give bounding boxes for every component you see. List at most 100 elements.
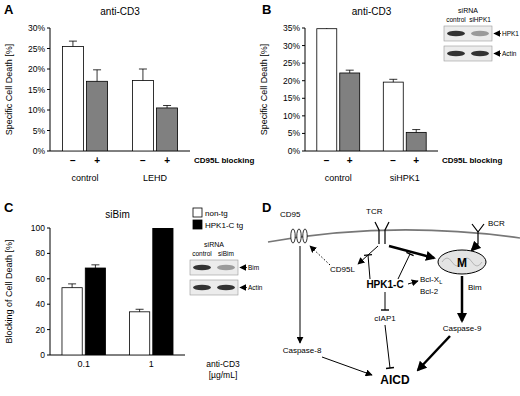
series-label: − — [70, 155, 76, 166]
panel-letter: B — [262, 2, 271, 17]
node-label: M — [457, 256, 467, 270]
bar — [340, 73, 360, 151]
y-tick — [302, 133, 305, 134]
y-tick — [47, 355, 50, 356]
error-bar — [68, 284, 76, 288]
y-tick — [302, 63, 305, 64]
y-tick — [47, 48, 50, 49]
arrow — [358, 246, 378, 264]
bar — [62, 288, 82, 355]
error-bar — [163, 105, 171, 107]
error-cap — [139, 69, 147, 70]
band-arrow — [494, 33, 501, 34]
series-label: + — [347, 155, 353, 166]
node-label: BCR — [488, 219, 505, 228]
y-tick — [47, 228, 50, 229]
error-cap — [68, 283, 76, 284]
error-line — [72, 284, 73, 288]
y-tick — [47, 329, 50, 330]
node-text: TCR — [366, 207, 383, 216]
blot — [444, 46, 492, 61]
node-text: cIAP1 — [374, 314, 396, 323]
error-bar — [93, 70, 101, 81]
series-label: + — [413, 155, 419, 166]
x-label: [µg/mL] — [209, 370, 238, 380]
inset-title: siRNA — [204, 241, 224, 248]
arrow — [300, 246, 301, 343]
inhibition-bar — [381, 309, 389, 310]
receptor-cd95 — [291, 229, 295, 243]
panel-0: Aanti-CD30%5%10%15%20%25%30%Specific Cel… — [4, 2, 254, 183]
y-tick-label: 0 — [40, 350, 45, 360]
inset: siRNAcontrolsiBimBimActin — [190, 241, 263, 295]
y-tick — [47, 89, 50, 90]
series-label: − — [324, 155, 330, 166]
y-tick — [47, 69, 50, 70]
y-tick — [302, 115, 305, 116]
receptor-bcr — [472, 224, 484, 244]
y-tick-label: 25% — [283, 58, 300, 68]
lane-label: siHPK1 — [469, 16, 491, 23]
node-subscript: L — [439, 279, 442, 285]
panel-letter: A — [4, 2, 14, 17]
node-label: CD95L — [330, 265, 355, 274]
node-text: Caspase-9 — [443, 324, 482, 333]
inset: siRNAcontrolsiHPK1HPK1Actin — [444, 7, 519, 61]
y-tick-label: 15% — [283, 93, 300, 103]
node-text: Bcl-X — [420, 275, 440, 284]
x-tick-label: control — [325, 173, 352, 183]
y-tick — [302, 80, 305, 81]
lane-label: siBim — [218, 250, 234, 257]
band — [447, 51, 465, 57]
inhibition-line — [368, 255, 370, 279]
error-cap — [93, 69, 101, 70]
node-label: AICD — [380, 373, 410, 387]
y-tick-label: 5% — [288, 128, 301, 138]
error-cap — [136, 309, 144, 310]
y-tick — [302, 28, 305, 29]
annotation: CD95L blocking — [194, 156, 254, 165]
y-tick-label: 25% — [28, 44, 45, 54]
error-cap — [163, 105, 171, 106]
band-label: Actin — [502, 50, 517, 57]
y-tick — [302, 45, 305, 46]
band — [447, 31, 465, 37]
y-tick-label: 20% — [283, 76, 300, 86]
inhibition-bar — [406, 252, 413, 255]
arrow — [389, 246, 434, 258]
bar — [383, 82, 403, 151]
arrow — [461, 276, 464, 321]
error-bar — [91, 265, 99, 268]
band-arrow — [240, 267, 247, 268]
band-label: Actin — [248, 284, 263, 291]
error-cap — [389, 79, 397, 80]
inhibition-bar — [364, 254, 372, 256]
error-bar — [346, 70, 354, 73]
node-label: cIAP1 — [374, 314, 396, 323]
bar — [317, 29, 337, 151]
y-axis — [50, 228, 51, 355]
y-tick — [47, 304, 50, 305]
panel-letter: D — [262, 200, 271, 215]
legend-label: HPK1-C tg — [205, 221, 243, 230]
error-bar — [323, 28, 331, 29]
y-tick-label: 80 — [36, 248, 46, 258]
node-label: Caspase-9 — [443, 324, 482, 333]
error-cap — [346, 70, 354, 71]
y-tick-label: 60 — [36, 274, 46, 284]
error-cap — [69, 41, 77, 42]
legend-swatch — [193, 208, 202, 217]
bar — [129, 312, 149, 355]
legend-swatch — [193, 220, 202, 229]
band-label: Bim — [248, 264, 259, 271]
diagram: DCD95TCRBCRCD95LHPK1-CBcl-XLBcl-2MBimcIA… — [262, 200, 520, 387]
node-text: AICD — [380, 373, 410, 387]
arrow — [418, 336, 450, 370]
bar — [153, 228, 173, 355]
band — [471, 31, 489, 37]
y-tick — [47, 278, 50, 279]
arrow — [310, 246, 330, 265]
x-tick-label: 0.1 — [77, 359, 90, 369]
error-cap — [91, 264, 99, 265]
band — [217, 285, 235, 291]
